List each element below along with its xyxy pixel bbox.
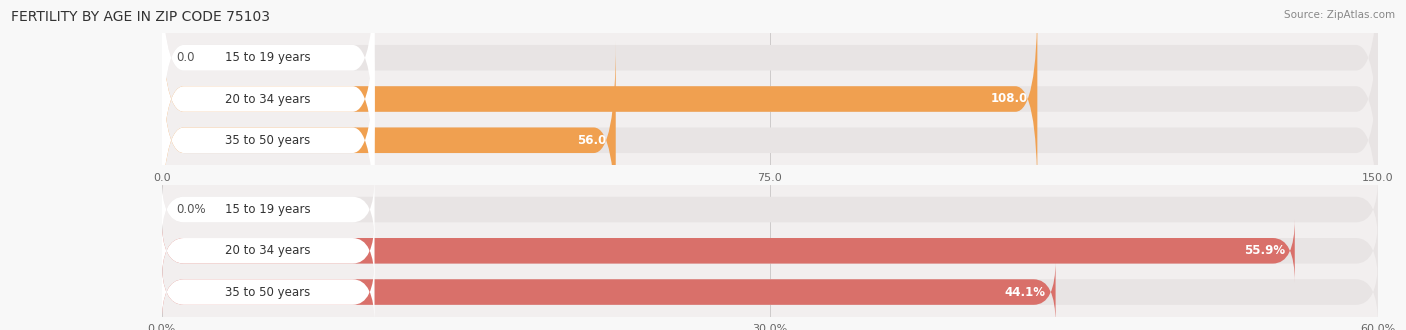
- FancyBboxPatch shape: [162, 178, 1378, 241]
- Text: 15 to 19 years: 15 to 19 years: [225, 203, 311, 216]
- FancyBboxPatch shape: [162, 260, 374, 324]
- FancyBboxPatch shape: [162, 219, 1295, 282]
- Text: 35 to 50 years: 35 to 50 years: [225, 285, 311, 299]
- FancyBboxPatch shape: [162, 0, 374, 156]
- FancyBboxPatch shape: [162, 0, 1378, 156]
- Text: 0.0: 0.0: [176, 51, 195, 64]
- FancyBboxPatch shape: [162, 42, 1378, 239]
- Text: 44.1%: 44.1%: [1005, 285, 1046, 299]
- Text: 15 to 19 years: 15 to 19 years: [225, 51, 311, 64]
- FancyBboxPatch shape: [162, 0, 374, 198]
- Text: 0.0%: 0.0%: [176, 203, 205, 216]
- FancyBboxPatch shape: [162, 0, 1038, 198]
- Text: Source: ZipAtlas.com: Source: ZipAtlas.com: [1284, 10, 1395, 20]
- FancyBboxPatch shape: [162, 42, 616, 239]
- FancyBboxPatch shape: [162, 219, 374, 282]
- FancyBboxPatch shape: [162, 42, 374, 239]
- Text: 20 to 34 years: 20 to 34 years: [225, 244, 311, 257]
- Text: 56.0: 56.0: [576, 134, 606, 147]
- FancyBboxPatch shape: [162, 0, 1378, 198]
- Text: 108.0: 108.0: [990, 92, 1028, 106]
- Text: FERTILITY BY AGE IN ZIP CODE 75103: FERTILITY BY AGE IN ZIP CODE 75103: [11, 10, 270, 24]
- Text: 20 to 34 years: 20 to 34 years: [225, 92, 311, 106]
- FancyBboxPatch shape: [162, 178, 374, 241]
- FancyBboxPatch shape: [162, 260, 1378, 324]
- Text: 35 to 50 years: 35 to 50 years: [225, 134, 311, 147]
- FancyBboxPatch shape: [162, 260, 1056, 324]
- FancyBboxPatch shape: [162, 219, 1378, 282]
- Text: 55.9%: 55.9%: [1244, 244, 1285, 257]
